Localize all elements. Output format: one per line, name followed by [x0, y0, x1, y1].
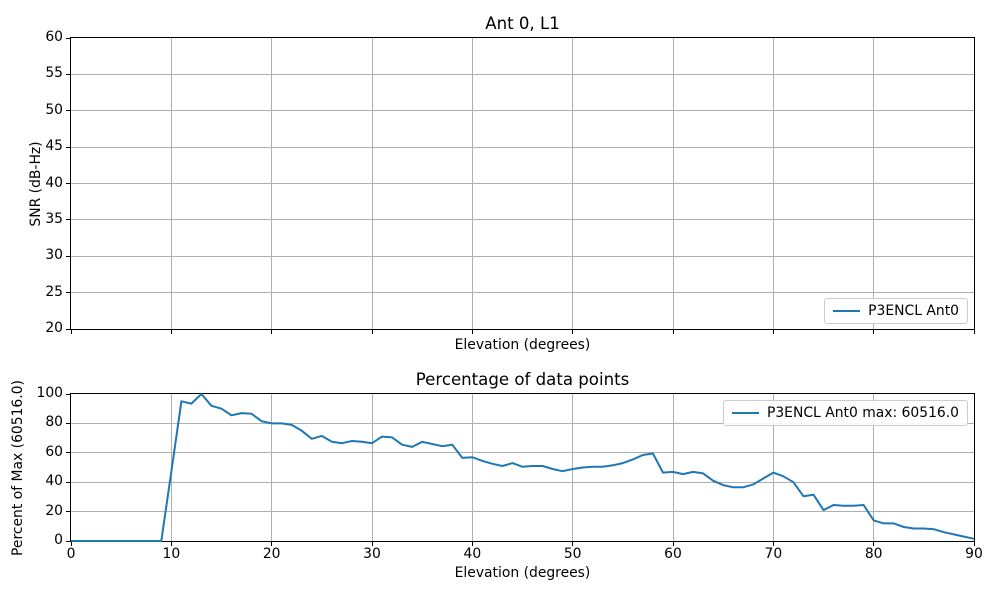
gridline: [371, 394, 373, 541]
tick-mark: [66, 540, 70, 542]
legend-label: P3ENCL Ant0 max: 60516.0: [766, 405, 959, 421]
tick-mark: [66, 452, 70, 454]
y-tick-label: 0: [54, 532, 63, 549]
tick-mark: [66, 73, 70, 75]
gridline: [271, 394, 273, 541]
tick-mark: [873, 330, 875, 334]
tick-mark: [772, 330, 774, 334]
y-tick-label: 40: [45, 174, 63, 191]
tick-mark: [70, 330, 72, 334]
bottom-chart-ylabel: Percent of Max (60516.0): [9, 379, 26, 556]
tick-mark: [66, 219, 70, 221]
tick-mark: [371, 330, 373, 334]
tick-mark: [66, 183, 70, 184]
y-tick-label: 60: [45, 443, 63, 460]
gridline: [71, 481, 974, 483]
x-tick-label: 90: [965, 546, 983, 562]
tick-mark: [572, 330, 574, 334]
tick-mark: [973, 330, 975, 334]
gridline: [71, 110, 974, 112]
percent-line-plot: [71, 393, 975, 542]
legend-line-sample: [833, 310, 861, 312]
snr-line-plot: [71, 38, 974, 329]
bottom-chart-xlabel: Elevation (degrees): [454, 565, 591, 581]
top-chart-title: Ant 0, L1: [485, 13, 560, 33]
y-tick-label: 60: [45, 29, 63, 46]
tick-mark: [170, 542, 172, 546]
y-tick-label: 25: [45, 283, 63, 300]
tick-mark: [471, 330, 473, 334]
gridline: [71, 73, 974, 75]
y-tick-label: 20: [45, 502, 63, 519]
gridline: [71, 146, 974, 148]
x-tick-label: 80: [864, 546, 883, 562]
x-tick-label: 40: [463, 546, 482, 562]
tick-mark: [66, 110, 70, 112]
gridline: [71, 219, 974, 221]
gridline: [672, 394, 674, 541]
tick-mark: [66, 292, 70, 294]
tick-mark: [873, 542, 875, 546]
top-chart-xlabel: Elevation (degrees): [454, 337, 591, 353]
tick-mark: [973, 542, 975, 546]
tick-mark: [66, 37, 70, 39]
top-chart: Ant 0, L1 SNR (dB-Hz) Elevation (degrees…: [28, 14, 975, 352]
tick-mark: [66, 393, 70, 395]
tick-mark: [772, 542, 774, 546]
x-tick-label: 50: [563, 546, 582, 562]
gridline: [772, 394, 774, 541]
data-line: [71, 393, 975, 542]
legend-line-sample: [731, 411, 759, 414]
bottom-chart-legend: P3ENCL Ant0 max: 60516.0: [722, 400, 968, 426]
top-chart-grid: [71, 38, 974, 329]
gridline: [71, 452, 974, 454]
gridline: [71, 183, 974, 184]
tick-mark: [66, 511, 70, 513]
x-tick-label: 30: [363, 546, 381, 562]
gridline: [71, 255, 974, 257]
y-tick-label: 20: [45, 320, 63, 337]
tick-mark: [672, 542, 674, 546]
tick-mark: [471, 542, 473, 546]
gridline: [873, 394, 875, 541]
tick-mark: [66, 255, 70, 257]
x-tick-label: 60: [664, 546, 682, 562]
tick-mark: [271, 542, 273, 546]
tick-mark: [672, 330, 674, 334]
tick-mark: [66, 328, 70, 330]
x-tick-label: 0: [66, 546, 76, 562]
x-tick-label: 20: [262, 546, 281, 562]
tick-mark: [66, 422, 70, 424]
y-tick-label: 35: [45, 210, 63, 227]
tick-mark: [572, 542, 574, 546]
y-tick-label: 30: [45, 247, 63, 264]
gridline: [471, 394, 473, 541]
gridline: [71, 511, 974, 513]
top-chart-ylabel: SNR (dB-Hz): [27, 140, 44, 227]
y-tick-label: 80: [45, 414, 63, 431]
y-tick-label: 50: [45, 101, 63, 118]
gridline: [572, 394, 574, 541]
bottom-chart-title: Percentage of data points: [415, 369, 630, 389]
y-tick-label: 45: [45, 138, 63, 155]
tick-mark: [170, 330, 172, 334]
tick-mark: [66, 146, 70, 148]
x-tick-label: 10: [162, 546, 181, 562]
tick-mark: [371, 542, 373, 546]
gridline: [71, 422, 974, 424]
y-tick-label: 40: [45, 473, 63, 490]
tick-mark: [271, 330, 273, 334]
bottom-chart: Percentage of data points Percent of Max…: [10, 370, 983, 580]
y-tick-label: 55: [45, 65, 63, 82]
y-tick-label: 100: [36, 385, 63, 402]
x-tick-label: 70: [764, 546, 783, 562]
legend-label: P3ENCL Ant0: [868, 303, 959, 320]
tick-mark: [70, 542, 72, 546]
tick-mark: [66, 481, 70, 483]
top-chart-legend: P3ENCL Ant0: [824, 298, 968, 324]
gridline: [71, 292, 974, 294]
